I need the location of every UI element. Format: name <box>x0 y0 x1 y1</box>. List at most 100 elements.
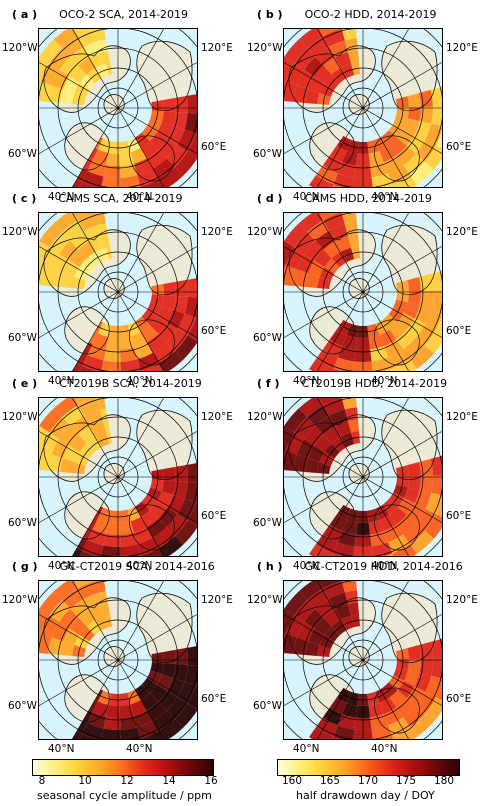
meridian-line <box>283 430 443 524</box>
data-cell <box>407 276 421 292</box>
data-cell <box>79 626 95 642</box>
coastline <box>288 45 376 113</box>
panel-letter: ( h ) <box>257 560 283 573</box>
data-cell <box>283 608 295 634</box>
data-cell <box>406 686 426 706</box>
data-cell <box>38 56 50 82</box>
panel-letter: ( c ) <box>12 192 37 205</box>
map-frame <box>283 397 443 557</box>
data-cell <box>308 260 325 278</box>
data-cell <box>153 527 175 549</box>
data-cell <box>414 673 432 692</box>
data-cell <box>53 28 79 49</box>
data-cell <box>86 619 102 636</box>
colorbar-sca-tick: 16 <box>204 775 218 787</box>
axis-label-40n-left: 40°N <box>293 560 320 572</box>
coastline <box>64 491 110 540</box>
coastline <box>64 674 110 723</box>
data-cell <box>173 664 188 682</box>
data-cell <box>342 334 358 350</box>
panel-title: ( c ) CAMS SCA, 2014-2019 <box>12 192 183 205</box>
axis-label-40n-left: 40°N <box>293 743 320 755</box>
data-cell <box>315 349 338 369</box>
data-cell <box>120 359 141 372</box>
data-cell <box>69 249 87 267</box>
data-cell <box>304 425 324 446</box>
data-cell <box>410 345 434 370</box>
panel-title-text: CT2019B SCA, 2014-2019 <box>59 377 202 390</box>
data-cell <box>341 397 357 410</box>
colorbar-sca-tick: 8 <box>38 775 46 787</box>
coastline <box>348 646 370 667</box>
data-cell <box>407 92 421 108</box>
data-cell <box>293 85 309 103</box>
coastline <box>43 414 131 482</box>
data-cell <box>370 346 389 362</box>
data-cell <box>84 409 103 427</box>
axis-label-60e: 60°E <box>201 693 227 705</box>
data-cell <box>383 339 404 358</box>
data-cell <box>137 168 159 187</box>
data-cell <box>342 702 358 718</box>
data-cell <box>315 598 335 618</box>
colorbar-sca-gradient <box>32 759 214 776</box>
data-cell <box>163 466 176 482</box>
data-cell <box>397 497 415 516</box>
data-cell <box>323 212 345 231</box>
panel-title: ( h ) GC-CT2019 HDD, 2014-2016 <box>257 560 463 573</box>
data-cell <box>100 728 121 740</box>
data-cell <box>431 658 443 679</box>
data-cell <box>410 713 434 738</box>
data-cell <box>102 602 111 616</box>
coastline <box>103 278 125 299</box>
data-cell <box>298 28 324 49</box>
data-cell <box>324 626 340 642</box>
axis-label-120w: 120°W <box>247 226 283 238</box>
coastline <box>128 135 175 182</box>
axis-label-120w: 120°W <box>2 594 38 606</box>
data-cell <box>307 36 330 57</box>
data-cell <box>159 535 184 557</box>
coastline <box>309 306 355 355</box>
data-cell <box>177 313 196 336</box>
data-cell <box>140 363 165 372</box>
data-cell <box>293 454 309 472</box>
data-cell <box>105 521 121 535</box>
data-cell <box>309 727 334 740</box>
data-cell <box>60 641 75 656</box>
axis-label-120w: 120°W <box>247 42 283 54</box>
data-cell <box>337 531 356 547</box>
data-cell <box>436 495 443 518</box>
axis-label-40n-right: 40°N <box>126 560 153 572</box>
axis-label-60w: 60°W <box>8 332 37 344</box>
data-cell <box>425 123 443 146</box>
data-cell <box>285 247 305 270</box>
data-cell <box>153 710 175 732</box>
data-cell <box>308 76 325 94</box>
data-cell <box>40 63 60 86</box>
coastline <box>103 94 125 115</box>
data-cell <box>157 491 174 508</box>
data-cell <box>309 544 334 557</box>
data-cell <box>167 125 185 146</box>
data-cell <box>40 432 60 455</box>
data-cell <box>173 112 188 130</box>
data-cell <box>105 152 121 166</box>
data-cell <box>406 318 426 338</box>
data-cell <box>347 419 359 433</box>
data-cell <box>304 608 324 629</box>
data-cell <box>305 458 320 473</box>
data-cell <box>388 534 411 554</box>
data-cell <box>158 507 178 528</box>
meridian-line <box>38 245 198 339</box>
data-cell <box>388 492 404 508</box>
data-cell <box>63 445 80 463</box>
axis-label-120e: 120°E <box>201 411 233 423</box>
data-cell <box>78 28 100 47</box>
data-cell <box>370 162 389 178</box>
data-cell <box>186 645 198 666</box>
data-cell <box>69 617 87 635</box>
data-cell <box>382 682 398 698</box>
data-cell <box>78 365 101 372</box>
data-cell <box>71 179 83 188</box>
